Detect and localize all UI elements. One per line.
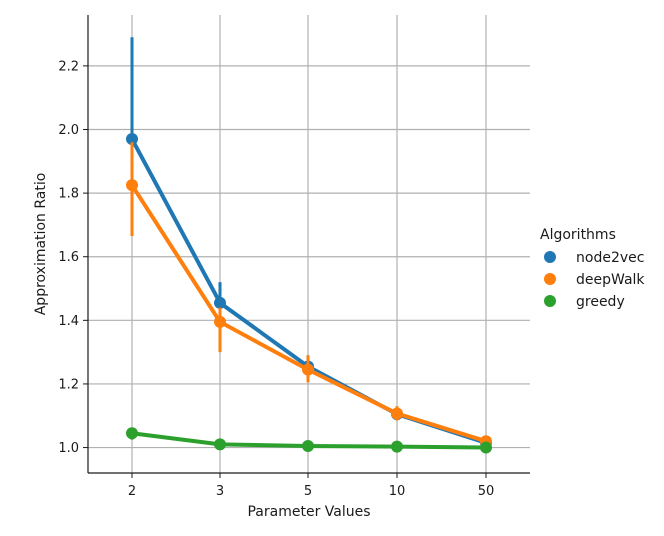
data-point: [214, 296, 226, 309]
x-tick-label: 50: [478, 484, 495, 499]
legend: Algorithms node2vec deepWalk greedy: [540, 227, 645, 310]
y-tick-label: 1.4: [58, 314, 79, 329]
data-point: [126, 179, 138, 192]
x-tick-label: 5: [304, 484, 312, 499]
y-tick-label: 2.2: [58, 59, 79, 74]
x-axis-title: Parameter Values: [247, 504, 370, 520]
legend-label: node2vec: [576, 250, 644, 266]
axes: [87, 15, 530, 474]
legend-marker: [544, 273, 556, 285]
series: [126, 37, 492, 454]
x-tick-label: 3: [216, 484, 224, 499]
data-point: [126, 133, 138, 146]
data-point: [480, 441, 492, 454]
y-tick-label: 1.2: [58, 377, 79, 392]
data-point: [214, 315, 226, 328]
legend-label: greedy: [576, 294, 625, 310]
y-tick-label: 2.0: [58, 123, 79, 138]
legend-marker: [544, 251, 556, 263]
legend-title: Algorithms: [540, 227, 616, 243]
data-point: [391, 440, 403, 453]
series-line: [130, 183, 488, 444]
data-point: [126, 427, 138, 440]
legend-label: deepWalk: [576, 272, 645, 288]
data-point: [214, 438, 226, 451]
x-ticks: 2 3 5 10 50: [128, 473, 494, 499]
data-point: [302, 439, 314, 452]
series-line: [130, 137, 488, 445]
y-tick-label: 1.8: [58, 187, 79, 202]
legend-items: node2vec deepWalk greedy: [544, 250, 645, 310]
data-point: [302, 363, 314, 376]
series-node2vec: [126, 37, 492, 449]
y-ticks: 1.0 1.2 1.4 1.6 1.8 2.0 2.2: [58, 59, 88, 456]
series-deepWalk: [126, 142, 492, 448]
x-tick-label: 10: [389, 484, 406, 499]
grid: [88, 15, 530, 473]
y-tick-label: 1.6: [58, 250, 79, 265]
legend-marker: [544, 295, 556, 307]
series-greedy: [126, 427, 492, 454]
x-tick-label: 2: [128, 484, 136, 499]
y-tick-label: 1.0: [58, 441, 79, 456]
y-axis-title: Approximation Ratio: [33, 173, 49, 316]
data-point: [391, 407, 403, 420]
